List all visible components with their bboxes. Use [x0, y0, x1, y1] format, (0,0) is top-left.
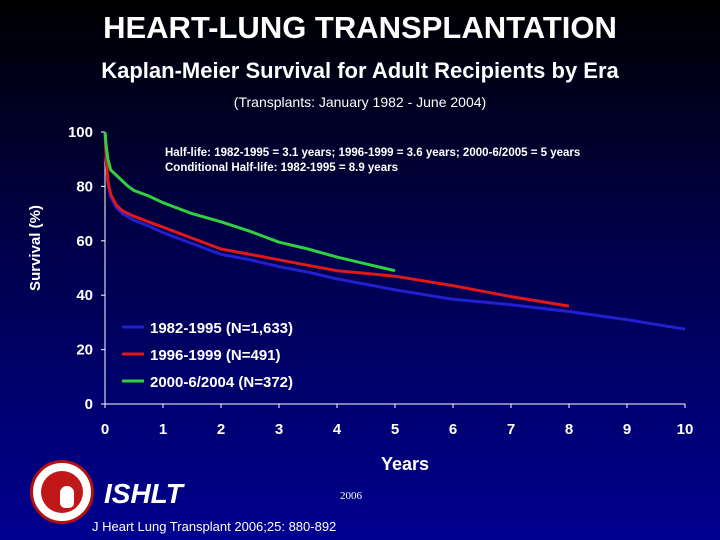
x-tick-label: 9: [623, 421, 631, 438]
y-tick-label: 0: [85, 396, 93, 413]
half-life-annotation: Conditional Half-life: 1982-1995 = 8.9 y…: [165, 162, 398, 174]
date-range-note: (Transplants: January 1982 - June 2004): [233, 94, 487, 110]
legend-label-2: 1996-1999 (N=491): [150, 347, 281, 364]
citation: J Heart Lung Transplant 2006;25: 880-892: [92, 519, 337, 534]
y-tick-label: 20: [76, 342, 93, 359]
y-tick-label: 60: [76, 233, 93, 250]
chart-subtitle: Kaplan-Meier Survival for Adult Recipien…: [101, 58, 619, 83]
series-line-3: [103, 131, 396, 273]
y-tick-label: 100: [68, 124, 93, 141]
y-tick-label: 80: [76, 178, 93, 195]
organization-name: ISHLT: [104, 478, 183, 509]
x-tick-label: 2: [217, 421, 225, 438]
legend-label-1: 1982-1995 (N=1,633): [150, 320, 293, 337]
y-axis-label: Survival (%): [27, 205, 44, 291]
y-tick-label: 40: [76, 287, 93, 304]
x-tick-label: 4: [333, 421, 342, 438]
page-title: HEART-LUNG TRANSPLANTATION: [103, 10, 617, 45]
ishlt-logo-icon: [30, 460, 94, 524]
x-tick-label: 6: [449, 421, 457, 438]
x-tick-label: 8: [565, 421, 573, 438]
series-line-2: [103, 131, 570, 308]
x-tick-label: 5: [391, 421, 399, 438]
legend-label-3: 2000-6/2004 (N=372): [150, 374, 293, 391]
x-tick-label: 3: [275, 421, 283, 438]
x-tick-label: 1: [159, 421, 167, 438]
x-axis-label: Years: [381, 454, 429, 474]
half-life-annotation: Half-life: 1982-1995 = 3.1 years; 1996-1…: [165, 147, 580, 159]
x-tick-label: 7: [507, 421, 515, 438]
x-tick-label: 10: [677, 421, 694, 438]
x-tick-label: 0: [101, 421, 109, 438]
report-year: 2006: [340, 490, 362, 502]
